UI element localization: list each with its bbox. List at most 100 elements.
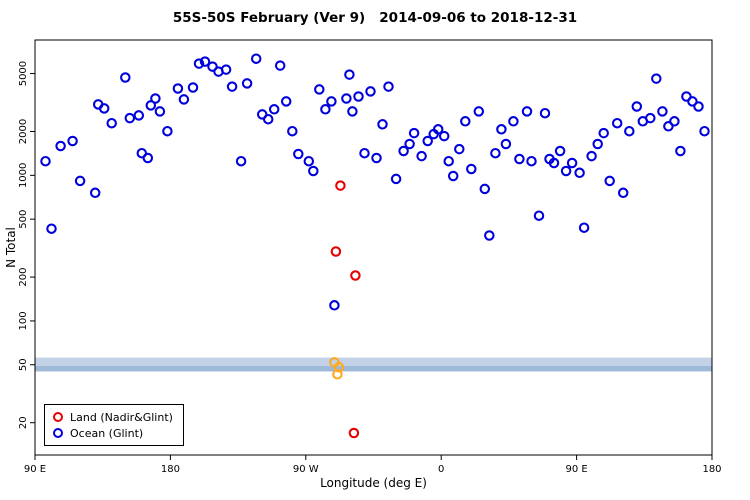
data-point-ocean (554, 145, 566, 157)
y-tick-label: 20 (18, 416, 29, 429)
y-tick-label: 5000 (18, 61, 29, 86)
data-point-ocean (308, 165, 319, 177)
data-point-land (348, 427, 360, 439)
data-point-ocean (598, 127, 609, 139)
data-point-ocean (663, 121, 674, 132)
data-point-ocean (432, 124, 444, 135)
data-point-ocean (404, 138, 415, 150)
data-point-ocean (353, 91, 364, 102)
x-tick-label: 90 E (24, 464, 46, 475)
data-point-land (330, 246, 342, 257)
data-point-ocean (669, 116, 680, 127)
data-point-ocean (178, 94, 190, 105)
data-point-ocean (193, 58, 205, 69)
data-point-band-highlight (333, 362, 345, 373)
data-point-ocean (484, 230, 495, 241)
data-point-ocean (611, 117, 623, 129)
data-point-ocean (514, 153, 525, 165)
data-point-land (335, 180, 346, 191)
y-tick-label: 2000 (18, 119, 29, 144)
data-point-ocean (526, 155, 537, 167)
data-point-ocean (473, 106, 485, 117)
data-point-ocean (617, 187, 629, 199)
data-point-ocean (371, 152, 382, 164)
data-point-ocean (466, 163, 477, 175)
data-point-ocean (560, 165, 572, 177)
data-point-ocean (274, 60, 286, 71)
data-point-ocean (199, 56, 211, 67)
data-point-ocean (479, 183, 491, 195)
data-point-ocean (359, 147, 370, 159)
data-point-ocean (675, 145, 686, 157)
data-point-ocean (377, 119, 388, 130)
data-point-ocean (145, 100, 157, 111)
data-point-ocean (55, 140, 66, 152)
y-tick-label: 500 (18, 210, 29, 229)
data-point-ocean (250, 53, 262, 64)
y-axis-label: N Total (4, 227, 18, 268)
data-point-ocean (154, 106, 166, 117)
y-tick-label: 200 (18, 268, 29, 287)
data-point-ocean (226, 81, 238, 92)
data-point-ocean (133, 110, 145, 121)
data-point-ocean (150, 93, 161, 104)
data-point-ocean (586, 150, 597, 162)
x-tick-label: 90 W (293, 464, 319, 475)
data-point-ocean (548, 157, 560, 169)
chart-title: 55S-50S February (Ver 9) 2014-09-06 to 2… (172, 10, 578, 26)
y-tick-label: 50 (18, 358, 29, 371)
legend-label-land: Land (Nadir&Glint) (70, 410, 173, 424)
x-tick-label: 180 (702, 464, 721, 475)
data-point-ocean (699, 125, 710, 137)
data-point-ocean (207, 61, 218, 72)
data-point-ocean (422, 135, 433, 147)
data-point-ocean (454, 143, 465, 155)
data-point-ocean (624, 125, 635, 137)
data-point-ocean (578, 222, 590, 233)
data-point-ocean (40, 155, 51, 167)
data-point-ocean (268, 104, 280, 115)
data-point-ocean (490, 147, 501, 159)
data-point-ocean (89, 187, 101, 199)
data-point-ocean (604, 175, 615, 187)
data-point-ocean (539, 107, 551, 119)
data-point-ocean (508, 116, 519, 127)
legend-label-ocean: Ocean (Glint) (70, 426, 144, 440)
data-point-band-highlight (332, 369, 343, 380)
data-point-ocean (631, 101, 643, 112)
data-point-ocean (347, 106, 358, 117)
data-point-ocean (460, 116, 471, 127)
data-point-land (350, 270, 361, 281)
data-point-ocean (443, 155, 454, 167)
data-point-ocean (344, 69, 355, 80)
data-point-ocean (46, 223, 57, 234)
data-point-ocean (592, 138, 603, 150)
data-point-ocean (120, 72, 131, 83)
data-point-ocean (657, 106, 668, 117)
data-point-ocean (365, 86, 376, 97)
data-point-ocean (398, 145, 409, 157)
highlight-band (35, 357, 712, 367)
data-point-ocean (566, 157, 578, 169)
data-point-ocean (293, 148, 304, 160)
data-point-ocean (303, 155, 315, 167)
data-point-ocean (262, 113, 274, 125)
data-point-ocean (651, 73, 662, 84)
y-tick-label: 100 (18, 311, 29, 330)
data-point-ocean (383, 81, 394, 92)
data-point-ocean (142, 152, 154, 164)
data-point-ocean (220, 64, 232, 75)
data-point-ocean (645, 112, 656, 124)
data-point-ocean (447, 170, 459, 182)
data-point-ocean (280, 96, 292, 107)
data-point-ocean (574, 167, 585, 179)
legend: Land (Nadir&Glint) Ocean (Glint) (44, 404, 184, 446)
data-point-ocean (693, 101, 704, 112)
data-point-ocean (106, 117, 117, 129)
data-point-ocean (320, 104, 331, 115)
data-point-ocean (496, 124, 507, 135)
data-point-ocean (241, 78, 253, 89)
data-point-ocean (235, 155, 247, 167)
data-point-ocean (187, 82, 199, 93)
